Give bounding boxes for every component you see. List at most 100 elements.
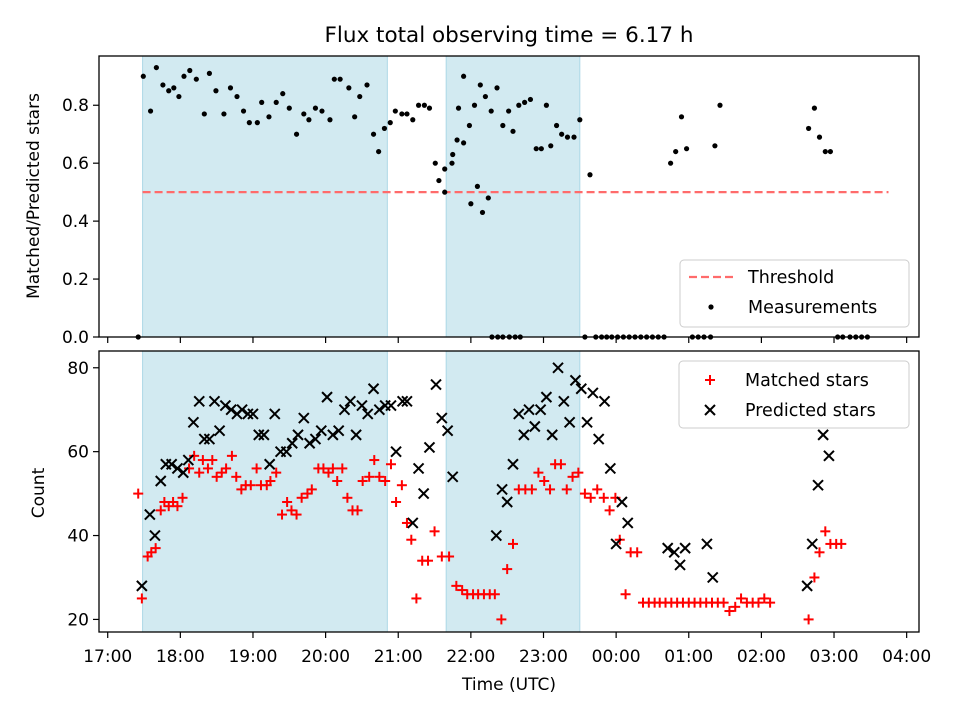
- y-tick-label: 60: [67, 443, 89, 463]
- measurement-point: [387, 120, 393, 126]
- measurement-point: [259, 99, 265, 105]
- measurement-point: [466, 122, 473, 129]
- predicted-star-point: [242, 408, 254, 420]
- matched-star-point: [155, 505, 166, 516]
- predicted-star-point: [812, 479, 824, 491]
- predicted-star-point: [581, 416, 593, 429]
- measurement-point: [717, 102, 723, 108]
- predicted-star-point: [616, 496, 628, 508]
- measurement-point: [461, 73, 467, 79]
- predicted-star-point: [298, 412, 310, 424]
- predicted-star-point: [801, 580, 813, 592]
- matched-star-point: [545, 484, 556, 495]
- matched-star-point: [803, 614, 814, 625]
- measurement-point: [319, 108, 325, 114]
- predicted-star-point: [401, 395, 413, 408]
- x-tick-label: 23:00: [519, 647, 568, 667]
- shaded-interval: [446, 56, 580, 337]
- matched-star-point: [364, 471, 375, 482]
- matched-star-point: [245, 480, 256, 491]
- measurement-point: [587, 172, 593, 178]
- predicted-star-point: [321, 391, 333, 403]
- x-tick-label: 20:00: [301, 647, 350, 667]
- measurement-point: [415, 102, 422, 108]
- measurement-point: [548, 143, 554, 149]
- predicted-star-point: [407, 517, 419, 529]
- predicted-star-point: [309, 433, 322, 445]
- predicted-star-point: [165, 458, 178, 470]
- measurement-point: [516, 102, 522, 108]
- predicted-star-point: [587, 387, 599, 399]
- measurement-point: [827, 148, 833, 155]
- legend-matched-label: Matched stars: [745, 371, 869, 391]
- measurement-point: [213, 88, 219, 94]
- matched-star-point: [604, 505, 615, 516]
- predicted-star-point: [203, 433, 216, 445]
- predicted-star-point: [496, 483, 508, 496]
- legend-measurements-swatch: [708, 304, 714, 310]
- predicted-star-point: [529, 420, 541, 433]
- measurement-point: [246, 120, 252, 126]
- measurement-point: [471, 102, 478, 108]
- x-tick-label: 19:00: [228, 647, 277, 667]
- matched-star-point: [765, 597, 776, 608]
- predicted-star-point: [303, 437, 316, 449]
- predicted-star-point: [604, 462, 617, 475]
- bottom-plot-area: [133, 351, 847, 632]
- measurement-point: [485, 195, 491, 201]
- predicted-star-point: [177, 466, 189, 479]
- matched-star-point: [526, 484, 537, 495]
- predicted-star-point: [396, 395, 409, 408]
- matched-star-point: [277, 509, 288, 520]
- bottom-y-axis-label: Count: [29, 467, 49, 518]
- predicted-star-point: [501, 496, 513, 508]
- measurement-point: [171, 85, 177, 91]
- matched-star-point: [579, 488, 590, 499]
- predicted-star-point: [707, 571, 719, 584]
- measurement-point: [370, 131, 377, 137]
- x-tick-label: 00:00: [592, 647, 641, 667]
- matched-star-point: [561, 484, 572, 495]
- matched-star-point: [327, 463, 338, 474]
- matched-star-point: [296, 492, 307, 503]
- measurement-point: [221, 111, 227, 117]
- top-y-axis: 0.0 0.2 0.4 0.6 0.8: [62, 96, 99, 348]
- matched-star-point: [207, 455, 218, 466]
- predicted-star-point: [668, 546, 680, 559]
- measurement-point: [166, 88, 172, 94]
- matched-star-point: [221, 463, 232, 474]
- matched-star-point: [836, 538, 847, 549]
- measurement-point: [436, 177, 442, 184]
- matched-star-point: [489, 589, 500, 600]
- measurement-point: [234, 93, 240, 100]
- predicted-star-point: [286, 437, 298, 449]
- matched-star-point: [592, 484, 603, 495]
- predicted-star-point: [171, 462, 184, 475]
- predicted-star-point: [198, 433, 211, 445]
- predicted-star-point: [208, 395, 221, 408]
- measurement-point: [206, 70, 212, 76]
- x-axis-label: Time (UTC): [461, 675, 556, 695]
- measurement-point: [474, 183, 481, 189]
- predicted-star-point: [247, 408, 259, 420]
- measurement-point: [160, 82, 166, 88]
- measurement-point: [454, 137, 460, 143]
- matched-star-point: [555, 459, 566, 470]
- matched-star-point: [573, 467, 584, 478]
- figure-title: Flux total observing time = 6.17 h: [325, 23, 694, 48]
- matched-star-point: [318, 463, 329, 474]
- matched-star-point: [211, 471, 222, 482]
- measurement-point: [468, 201, 474, 207]
- predicted-star-point: [182, 454, 195, 466]
- predicted-star-point: [373, 404, 386, 416]
- predicted-star-point: [155, 475, 167, 487]
- measurement-point: [500, 122, 506, 129]
- bottom-legend-box: [678, 360, 910, 429]
- matched-star-point: [496, 614, 507, 625]
- legend-predicted-swatch: [704, 404, 716, 416]
- predicted-star-point: [338, 404, 351, 416]
- measurement-point: [273, 99, 279, 105]
- predicted-star-point: [356, 399, 368, 412]
- predicted-star-point: [149, 529, 161, 542]
- measurement-point: [404, 111, 410, 117]
